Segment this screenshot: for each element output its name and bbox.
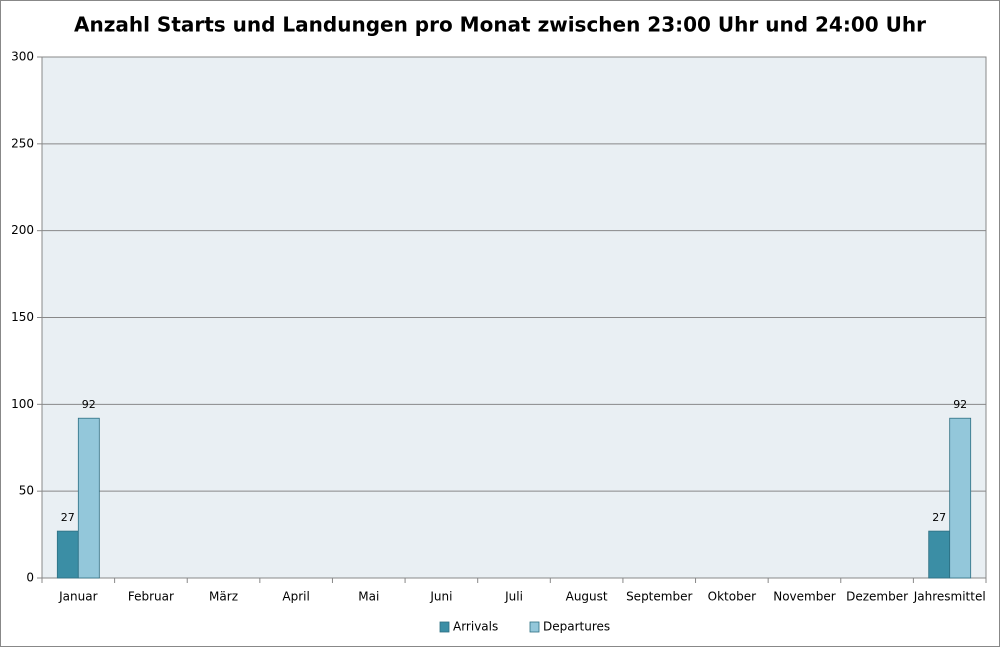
x-tick-label: Dezember (846, 590, 908, 604)
x-tick-label: September (626, 590, 692, 604)
x-tick-label: März (209, 590, 238, 604)
y-tick-label: 200 (11, 223, 34, 237)
y-tick-label: 100 (11, 397, 34, 411)
value-label: 27 (932, 511, 946, 524)
value-label: 92 (82, 398, 96, 411)
legend-swatch (529, 621, 540, 633)
y-tick-label: 150 (11, 310, 34, 324)
x-tick-label: Januar (58, 590, 97, 604)
y-tick-label: 50 (19, 484, 34, 498)
legend-label: Arrivals (453, 620, 498, 634)
x-tick-label: Februar (128, 590, 174, 604)
x-tick-label: Mai (358, 590, 379, 604)
y-tick-label: 300 (11, 50, 34, 64)
x-tick-label: Juni (429, 590, 452, 604)
x-tick-label: Jahresmittel (913, 590, 986, 604)
bar (928, 530, 951, 579)
y-tick-label: 250 (11, 136, 34, 150)
legend-label: Departures (543, 620, 610, 634)
x-tick-label: August (566, 590, 608, 604)
bar (56, 530, 79, 579)
bar (949, 417, 972, 579)
x-tick-label: April (282, 590, 309, 604)
x-tick-label: November (773, 590, 835, 604)
bar (77, 417, 100, 579)
chart-title: Anzahl Starts und Landungen pro Monat zw… (74, 13, 926, 37)
x-tick-label: Juli (504, 590, 523, 604)
value-label: 92 (953, 398, 967, 411)
legend-swatch (439, 621, 450, 633)
x-tick-label: Oktober (708, 590, 756, 604)
value-label: 27 (61, 511, 75, 524)
y-tick-label: 0 (26, 571, 34, 585)
